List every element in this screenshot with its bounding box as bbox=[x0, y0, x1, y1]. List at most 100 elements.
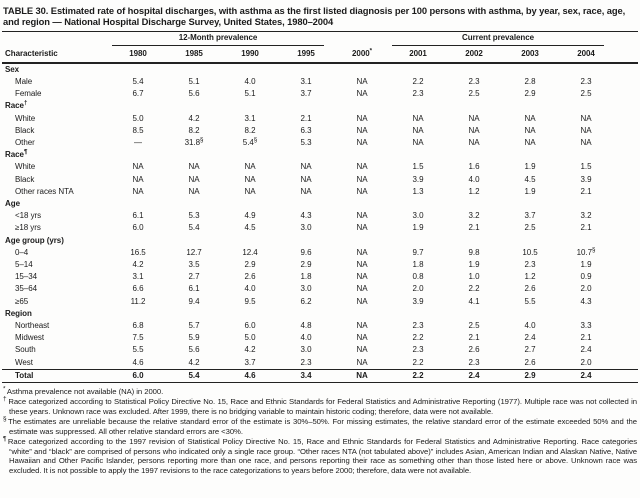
value-cell: 2.2 bbox=[412, 370, 424, 380]
row-label: Race¶ bbox=[5, 148, 28, 160]
value-cell: NA bbox=[356, 260, 368, 270]
footnote: ¶ Race categorized according to the 1997… bbox=[3, 435, 637, 476]
value-cell: 4.6 bbox=[244, 370, 256, 380]
value-cell: 6.1 bbox=[188, 284, 200, 294]
value-cell: 2.4 bbox=[468, 370, 480, 380]
footnote-marker: * bbox=[369, 46, 372, 54]
value-cell: 1.9 bbox=[468, 260, 480, 270]
value-cell: 1.9 bbox=[412, 223, 424, 233]
value-cell: 2.1 bbox=[580, 186, 592, 196]
value-cell: NA bbox=[356, 186, 368, 196]
value-cell: 4.8 bbox=[300, 321, 312, 331]
value-cell: 3.2 bbox=[468, 211, 480, 221]
value-cell: 5.3 bbox=[188, 211, 200, 221]
value-cell: NA bbox=[356, 370, 368, 380]
value-cell: 5.3 bbox=[300, 138, 312, 148]
row-label: South bbox=[15, 345, 36, 355]
value-cell: 2.5 bbox=[468, 321, 480, 331]
value-cell: 4.1 bbox=[468, 296, 480, 306]
row-label: 0–4 bbox=[15, 247, 29, 257]
year-header: 2004 bbox=[558, 45, 615, 64]
row-label: Black bbox=[15, 174, 35, 184]
value-cell: NA bbox=[468, 113, 480, 123]
value-cell: 6.6 bbox=[132, 284, 144, 294]
value-cell: 2.2 bbox=[412, 357, 424, 367]
value-cell: 9.7 bbox=[412, 247, 424, 257]
value-cell: 2.6 bbox=[524, 284, 536, 294]
section-row: Age bbox=[2, 198, 638, 210]
footnote-marker: § bbox=[592, 246, 596, 254]
row-label: Other races NTA bbox=[15, 186, 74, 196]
value-cell: NA bbox=[524, 125, 536, 135]
value-cell: NA bbox=[356, 89, 368, 99]
value-cell: NA bbox=[132, 186, 144, 196]
value-cell: 2.6 bbox=[244, 272, 256, 282]
footnotes: * Asthma prevalence not available (NA) i… bbox=[0, 383, 640, 476]
table-row: Other — 31.8§ 5.4§ 5.3 NA NA NA NA NA bbox=[2, 137, 638, 149]
value-cell: 2.8 bbox=[524, 77, 536, 86]
table-row: Northeast 6.8 5.7 6.0 4.8 NA 2.3 2.5 4.0 3.3 bbox=[2, 320, 638, 332]
discharge-rate-table: 12-Month prevalence Current prevalence Cha… bbox=[2, 30, 639, 383]
value-cell: 2.0 bbox=[580, 284, 592, 294]
section-row: Age group (yrs) bbox=[2, 235, 638, 247]
value-cell: 31.8§ bbox=[184, 136, 204, 148]
value-cell: 2.3 bbox=[300, 357, 312, 367]
value-cell: 6.7 bbox=[132, 89, 144, 99]
value-cell: NA bbox=[356, 211, 368, 221]
row-label: White bbox=[15, 162, 36, 172]
value-cell: 3.7 bbox=[300, 89, 312, 99]
value-cell: 4.0 bbox=[524, 321, 536, 331]
value-cell: NA bbox=[356, 345, 368, 355]
row-label: Female bbox=[15, 89, 42, 99]
table-body: Sex Male 5.4 5.1 4.0 3.1 NA 2.2 2.3 2.8 2.3 Female 6… bbox=[2, 63, 639, 383]
value-cell: 4.2 bbox=[188, 113, 200, 123]
value-cell: NA bbox=[356, 296, 368, 306]
table-row: White NA NA NA NA NA 1.5 1.6 1.9 1.5 bbox=[2, 161, 638, 173]
value-cell: 2.1 bbox=[580, 333, 592, 343]
table-row: White 5.0 4.2 3.1 2.1 NA NA NA NA NA bbox=[2, 113, 638, 125]
value-cell: 3.1 bbox=[132, 272, 144, 282]
value-cell: 6.0 bbox=[132, 223, 144, 233]
table-header: 12-Month prevalence Current prevalence Cha… bbox=[2, 31, 639, 64]
value-cell: 2.1 bbox=[580, 223, 592, 233]
row-label: West bbox=[15, 357, 33, 367]
value-cell: 4.2 bbox=[132, 260, 144, 270]
value-cell: 5.6 bbox=[188, 89, 200, 99]
value-cell: 5.4 bbox=[188, 223, 200, 233]
value-cell: NA bbox=[356, 333, 368, 343]
value-cell: NA bbox=[524, 113, 536, 123]
value-cell: 4.5 bbox=[524, 174, 536, 184]
value-cell: 12.7 bbox=[186, 247, 202, 257]
value-cell: 1.5 bbox=[412, 162, 424, 172]
table-row: Male 5.4 5.1 4.0 3.1 NA 2.2 2.3 2.8 2.3 bbox=[2, 76, 638, 88]
value-cell: 5.0 bbox=[132, 113, 144, 123]
row-label: Total bbox=[15, 370, 34, 380]
value-cell: 2.4 bbox=[580, 370, 592, 380]
value-cell: 1.9 bbox=[580, 260, 592, 270]
row-label: Race† bbox=[5, 99, 28, 111]
value-cell: NA bbox=[300, 174, 312, 184]
value-cell: 7.5 bbox=[132, 333, 144, 343]
value-cell: 9.6 bbox=[300, 247, 312, 257]
value-cell: 9.5 bbox=[244, 296, 256, 306]
value-cell: 2.4 bbox=[524, 333, 536, 343]
value-cell: NA bbox=[356, 162, 368, 172]
table-row: Other races NTA NA NA NA NA NA 1.3 1.2 1.9 2.1 bbox=[2, 186, 638, 198]
value-cell: 2.2 bbox=[468, 284, 480, 294]
value-cell: 4.6 bbox=[132, 357, 144, 367]
value-cell: 8.5 bbox=[132, 125, 144, 135]
value-cell: 4.0 bbox=[468, 174, 480, 184]
value-cell: 1.9 bbox=[524, 162, 536, 172]
value-cell: 3.9 bbox=[412, 296, 424, 306]
value-cell: 4.3 bbox=[580, 296, 592, 306]
value-cell: NA bbox=[412, 125, 424, 135]
value-cell: 5.1 bbox=[188, 77, 200, 86]
footnote-marker: * bbox=[3, 385, 6, 393]
value-cell: 5.1 bbox=[244, 89, 256, 99]
value-cell: 5.0 bbox=[244, 333, 256, 343]
table-row: 15–34 3.1 2.7 2.6 1.8 NA 0.8 1.0 1.2 0.9 bbox=[2, 271, 638, 283]
row-label: Midwest bbox=[15, 333, 44, 343]
value-cell: 2.5 bbox=[468, 89, 480, 99]
value-cell: NA bbox=[468, 138, 480, 148]
